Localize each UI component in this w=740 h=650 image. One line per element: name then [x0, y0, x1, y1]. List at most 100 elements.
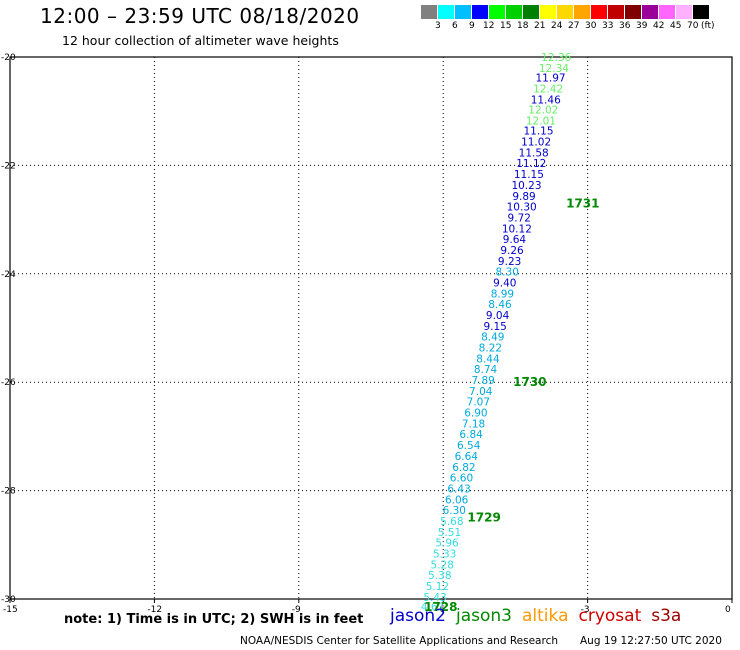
- legend-level-label: 21: [534, 21, 546, 31]
- data-point-label: 6.30: [443, 505, 466, 517]
- data-point-label: 4.67: [421, 602, 444, 614]
- x-tick-label: -3: [581, 605, 590, 615]
- legend-level-label: 36: [619, 21, 631, 31]
- data-point-label: 5.28: [431, 559, 454, 571]
- legend-swatch: [574, 5, 591, 19]
- data-point-label: 8.49: [481, 332, 504, 344]
- legend-level-label: 12: [483, 21, 495, 31]
- legend-swatch: [557, 5, 574, 19]
- legend-swatch: [472, 5, 489, 19]
- data-point-label: 6.06: [445, 494, 469, 506]
- timestamp-text: Aug 19 12:27:50 UTC 2020: [580, 635, 722, 647]
- data-point-label: 6.84: [459, 429, 483, 441]
- data-point-label: 6.60: [450, 473, 473, 485]
- data-point-label: 9.64: [503, 234, 527, 246]
- data-point-label: 5.33: [433, 548, 456, 560]
- satellite-legend: jason2 jason3 altika cryosat s3a: [390, 606, 691, 626]
- data-point-label: 11.15: [523, 126, 553, 138]
- satellite-altika: altika: [522, 606, 569, 626]
- data-point-label: 8.99: [491, 288, 514, 300]
- data-point-label: 5.43: [423, 592, 446, 604]
- data-point-label: 11.15: [514, 169, 544, 181]
- satellite-jason3: jason3: [456, 606, 512, 626]
- page-title: 12:00 – 23:59 UTC 08/18/2020: [40, 4, 360, 28]
- data-point-label: 5.12: [426, 581, 449, 593]
- legend-swatch: [523, 5, 540, 19]
- legend-unit-label: (ft): [701, 21, 715, 31]
- legend-swatch: [693, 5, 710, 19]
- legend-swatch: [608, 5, 625, 19]
- data-point-label: 12.36: [541, 52, 571, 64]
- data-point-label: 12.02: [528, 105, 558, 117]
- data-point-label: 12.42: [533, 83, 563, 95]
- x-tick-label: -9: [292, 605, 301, 615]
- x-tick-label: -6: [436, 605, 445, 615]
- legend-swatch: [676, 5, 693, 19]
- data-point-label: 8.74: [474, 364, 498, 376]
- data-point-label: 12.01: [526, 115, 556, 127]
- pass-number-label: 1729: [467, 511, 500, 525]
- data-point-label: 12.34: [539, 63, 569, 75]
- y-tick-label: -30: [1, 595, 16, 605]
- data-point-label: 7.07: [467, 397, 490, 409]
- pass-number-label: 1730: [513, 375, 546, 389]
- legend-level-label: 45: [670, 21, 682, 31]
- chart-axes: -15 -12 -9 -6 -3 0-30-28-26-24-22-20: [1, 53, 733, 615]
- legend-swatch: [659, 5, 676, 19]
- data-point-label: 7.89: [471, 375, 494, 387]
- legend-swatch: [506, 5, 523, 19]
- data-point-label: 9.89: [512, 191, 535, 203]
- legend-level-label: 42: [653, 21, 665, 31]
- legend-swatches: [421, 5, 710, 19]
- data-point-label: 6.90: [464, 408, 487, 420]
- data-point-label: 8.46: [488, 299, 512, 311]
- plot-frame: [9, 56, 733, 600]
- pass-number-label: 1728: [424, 600, 457, 614]
- legend-level-label: 15: [500, 21, 512, 31]
- x-tick-label: -12: [147, 605, 162, 615]
- chart-points: 12.3612.3411.9712.4211.4612.0212.0111.15…: [421, 52, 572, 614]
- data-point-label: 10.12: [502, 223, 532, 235]
- legend-level-label: 9: [469, 21, 475, 31]
- x-tick-label: -15: [3, 605, 18, 615]
- y-tick-label: -28: [1, 487, 16, 497]
- legend-level-label: 70: [687, 21, 699, 31]
- legend-level-label: 39: [636, 21, 648, 31]
- satellite-jason2: jason2: [390, 606, 446, 626]
- legend-level-label: 24: [551, 21, 563, 31]
- legend-swatch: [642, 5, 659, 19]
- legend-level-label: 27: [568, 21, 580, 31]
- credit-text: NOAA/NESDIS Center for Satellite Applica…: [240, 635, 558, 647]
- y-tick-label: -24: [1, 270, 16, 280]
- data-point-label: 7.04: [469, 386, 493, 398]
- y-tick-label: -22: [1, 161, 16, 171]
- legend-level-label: 30: [585, 21, 597, 31]
- legend-level-label: 6: [452, 21, 458, 31]
- data-point-label: 9.26: [500, 245, 524, 257]
- page-subtitle: 12 hour collection of altimeter wave hei…: [62, 33, 339, 48]
- chart-grid: [10, 57, 732, 599]
- data-point-label: 9.40: [493, 277, 516, 289]
- data-point-label: 11.12: [516, 158, 546, 170]
- data-point-label: 8.44: [476, 353, 500, 365]
- data-point-label: 6.64: [455, 451, 479, 463]
- y-tick-label: -26: [1, 378, 16, 388]
- legend-swatch: [438, 5, 455, 19]
- pass-labels: 1731 1730 1729 1728: [424, 196, 599, 614]
- data-point-label: 5.96: [435, 538, 459, 550]
- data-point-label: 11.97: [536, 73, 566, 85]
- legend-level-label: 3: [435, 21, 441, 31]
- data-point-label: 9.04: [486, 310, 510, 322]
- satellite-cryosat: cryosat: [578, 606, 642, 626]
- data-point-label: 9.15: [483, 321, 506, 333]
- legend-swatch: [540, 5, 557, 19]
- data-point-label: 10.30: [507, 202, 537, 214]
- legend-swatch: [489, 5, 506, 19]
- data-point-label: 6.43: [447, 483, 470, 495]
- data-point-label: 8.30: [496, 267, 519, 279]
- data-point-label: 11.58: [519, 147, 549, 159]
- satellite-s3a: s3a: [651, 606, 682, 626]
- data-point-label: 5.38: [428, 570, 451, 582]
- pass-number-label: 1731: [566, 196, 599, 210]
- data-point-label: 6.54: [457, 440, 481, 452]
